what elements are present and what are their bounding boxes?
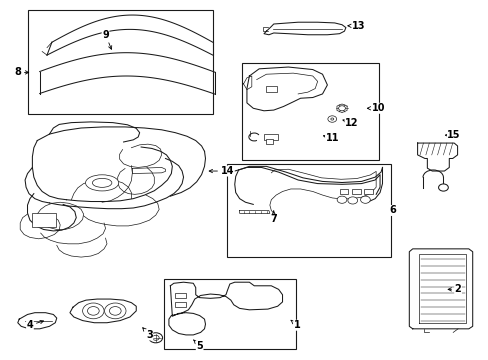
Text: 7: 7 xyxy=(270,211,277,224)
Bar xyxy=(175,302,185,307)
Circle shape xyxy=(336,196,346,203)
Text: 2: 2 xyxy=(447,284,461,294)
Circle shape xyxy=(82,303,104,319)
Text: 4: 4 xyxy=(26,320,43,330)
Text: 5: 5 xyxy=(193,340,203,351)
Circle shape xyxy=(360,196,369,203)
Circle shape xyxy=(109,307,121,315)
Bar xyxy=(175,293,185,298)
Text: 12: 12 xyxy=(342,118,358,128)
Circle shape xyxy=(149,333,162,343)
Text: 14: 14 xyxy=(209,166,234,176)
Circle shape xyxy=(438,184,447,191)
Bar xyxy=(363,189,372,194)
Text: 1: 1 xyxy=(290,320,300,330)
Bar xyxy=(266,86,277,92)
Circle shape xyxy=(338,106,345,111)
Text: 11: 11 xyxy=(323,133,338,143)
Circle shape xyxy=(152,335,159,340)
Circle shape xyxy=(347,197,357,204)
Circle shape xyxy=(327,116,336,122)
Text: 9: 9 xyxy=(102,30,111,49)
Text: 6: 6 xyxy=(388,206,395,216)
Bar xyxy=(266,139,273,144)
Ellipse shape xyxy=(92,179,112,187)
Circle shape xyxy=(330,118,333,120)
Text: 13: 13 xyxy=(347,21,365,31)
Bar xyxy=(227,164,390,257)
Bar xyxy=(163,279,295,348)
Bar xyxy=(339,189,347,194)
Bar xyxy=(27,10,212,114)
Text: 10: 10 xyxy=(366,103,385,113)
Text: 8: 8 xyxy=(14,67,29,77)
Bar xyxy=(242,63,378,160)
Circle shape xyxy=(87,307,99,315)
Circle shape xyxy=(104,303,126,319)
Text: 3: 3 xyxy=(142,328,152,340)
Bar xyxy=(264,134,277,140)
Bar xyxy=(32,213,56,226)
Text: 15: 15 xyxy=(445,130,460,140)
Ellipse shape xyxy=(85,175,119,191)
Bar xyxy=(351,189,360,194)
